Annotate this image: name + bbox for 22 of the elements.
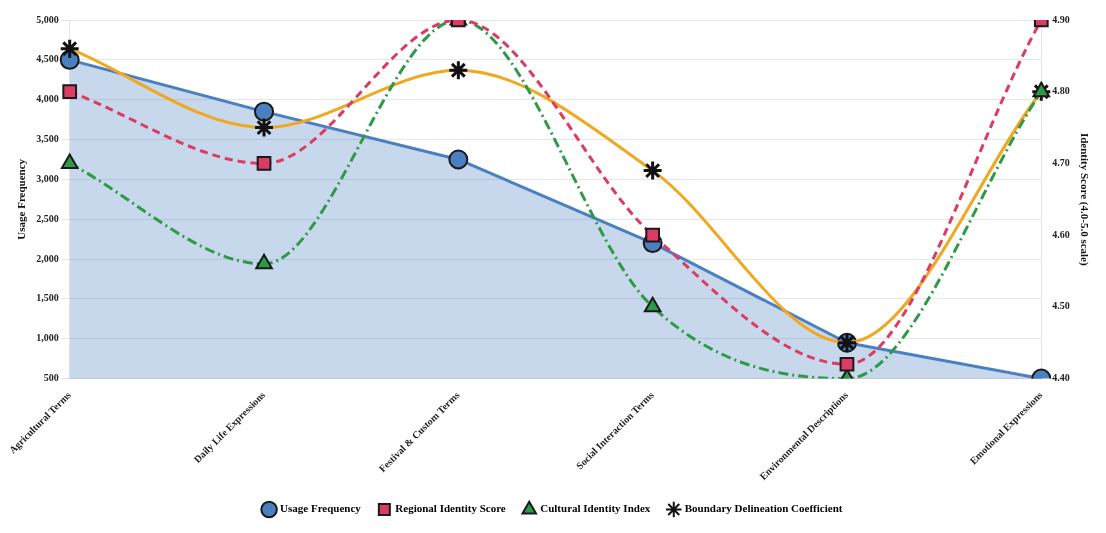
legend-label: Usage Frequency (280, 502, 362, 515)
y2-tick-label: 4.40 (1052, 372, 1070, 384)
y-tick-label: 3,000 (36, 172, 59, 184)
y2-tick-label: 4.70 (1052, 157, 1070, 169)
y-tick-label: 5,000 (36, 13, 59, 25)
y-tick-label: 500 (43, 372, 59, 384)
y-axis-title: Usage Frequency (15, 158, 28, 240)
legend-label: Regional Identity Score (395, 502, 506, 515)
y-tick-label: 4,500 (36, 53, 59, 65)
y-tick-label: 2,000 (36, 252, 59, 264)
y2-tick-label: 4.50 (1052, 300, 1070, 312)
y2-tick-label: 4.90 (1052, 13, 1070, 25)
y-tick-label: 2,500 (36, 212, 59, 224)
legend-label: Cultural Identity Index (540, 502, 651, 515)
y-tick-label: 1,500 (36, 292, 59, 304)
y-tick-label: 4,000 (36, 93, 59, 105)
y-tick-label: 3,500 (36, 133, 59, 145)
y2-tick-label: 4.80 (1052, 85, 1070, 97)
y-tick-label: 1,000 (36, 332, 59, 344)
y2-axis-title: Identity Score (4.0-5.0 scale) (1077, 132, 1091, 266)
legend-label: Boundary Delineation Coefficient (684, 502, 843, 515)
y2-tick-label: 4.60 (1052, 228, 1070, 240)
